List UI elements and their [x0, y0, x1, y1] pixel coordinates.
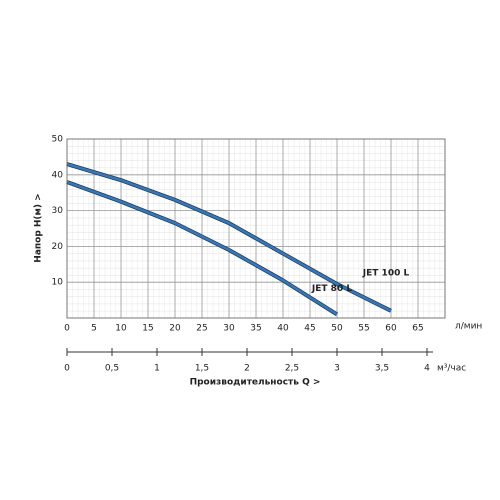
- y-tick-label: 10: [52, 278, 64, 288]
- x-tick-label: 10: [115, 324, 127, 334]
- x-unit: л/мин: [455, 322, 482, 332]
- x2-tick-label: 0,5: [105, 364, 119, 374]
- x-tick-label: 45: [304, 324, 315, 334]
- y-tick-label: 40: [52, 170, 64, 180]
- x2-axis-label: Производительность Q >: [190, 378, 321, 388]
- x-tick-label: 55: [358, 324, 369, 334]
- curve-label: JET 100 L: [362, 268, 410, 278]
- x2-tick-label: 1,5: [195, 364, 209, 374]
- x-tick-label: 60: [385, 324, 397, 334]
- y-tick-label: 20: [52, 242, 64, 252]
- x-tick-label: 30: [223, 324, 235, 334]
- plot-frame: [66, 138, 446, 319]
- x-tick-label: 50: [331, 324, 343, 334]
- x2-tick-label: 4: [424, 364, 430, 374]
- y-tick-label: 50: [52, 135, 64, 145]
- y-tick-label: 30: [52, 206, 64, 216]
- x-tick-label: 20: [169, 324, 181, 334]
- curve: [66, 162, 392, 312]
- x-tick-label: 40: [277, 324, 289, 334]
- x-tick-label: 5: [91, 324, 97, 334]
- x2-tick-label: 3,5: [375, 364, 389, 374]
- curve: [66, 180, 338, 316]
- x-tick-label: 65: [412, 324, 423, 334]
- x-tick-label: 35: [250, 324, 261, 334]
- x2-tick-label: 2,5: [285, 364, 299, 374]
- x2-tick-label: 3: [334, 364, 340, 374]
- y-axis-label: Напор H(м) >: [34, 193, 44, 262]
- x-tick-label: 15: [142, 324, 153, 334]
- x2-tick-label: 2: [244, 364, 250, 374]
- x2-unit: м³/час: [437, 364, 466, 374]
- x2-tick-label: 1: [154, 364, 160, 374]
- x-tick-label: 25: [196, 324, 207, 334]
- x-tick-label: 0: [64, 324, 70, 334]
- curve-label: JET 80 L: [311, 284, 352, 294]
- x2-tick-label: 0: [64, 364, 70, 374]
